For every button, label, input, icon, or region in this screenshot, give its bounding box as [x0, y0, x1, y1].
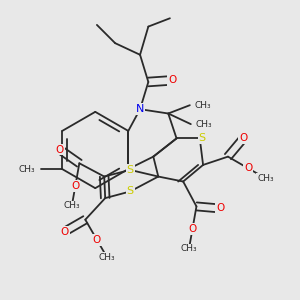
Text: O: O: [239, 133, 248, 143]
Text: O: O: [168, 75, 176, 85]
Text: CH₃: CH₃: [18, 165, 35, 174]
Text: O: O: [61, 226, 69, 237]
Text: S: S: [199, 134, 206, 143]
Text: CH₃: CH₃: [181, 244, 197, 253]
Text: CH₃: CH₃: [257, 174, 274, 183]
Text: CH₃: CH₃: [99, 253, 115, 262]
Text: O: O: [71, 181, 80, 191]
Text: O: O: [244, 163, 252, 173]
Text: O: O: [56, 145, 64, 154]
Text: O: O: [216, 203, 224, 214]
Text: S: S: [127, 165, 134, 175]
Text: CH₃: CH₃: [196, 120, 212, 129]
Text: S: S: [127, 187, 134, 196]
Text: CH₃: CH₃: [64, 201, 80, 210]
Text: N: N: [136, 104, 144, 114]
Text: CH₃: CH₃: [195, 101, 212, 110]
Text: O: O: [188, 224, 196, 234]
Text: O: O: [93, 235, 101, 245]
